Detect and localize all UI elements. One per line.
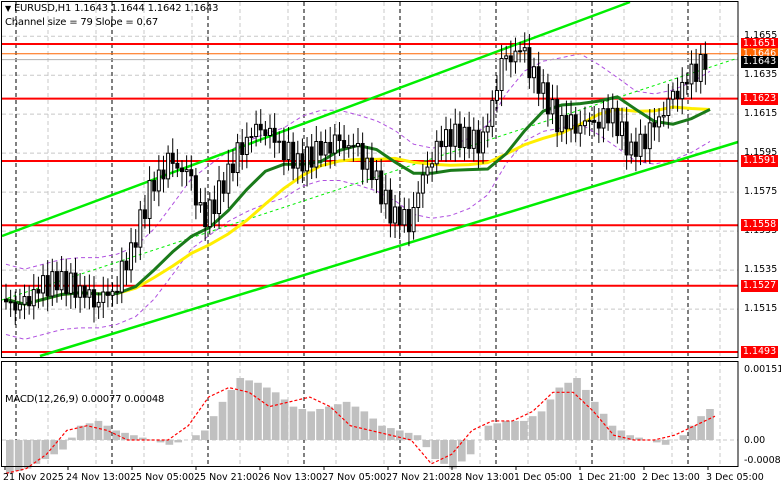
price-tick: 1.1535: [744, 264, 778, 276]
price-tick: 1.1635: [744, 69, 778, 81]
level-price-tag: 1.1527: [741, 279, 778, 292]
price-tick: 1.1595: [744, 147, 778, 159]
time-tick: 28 Nov 13:00: [450, 472, 515, 483]
time-tick: 27 Nov 21:00: [386, 472, 451, 483]
level-price-tag: 1.1651: [741, 38, 778, 50]
macd-axis-zero: 0.00: [744, 435, 766, 446]
time-tick: 24 Nov 13:00: [66, 472, 131, 483]
time-tick: 25 Nov 21:00: [194, 472, 259, 483]
collapse-triangle-icon[interactable]: ▼: [5, 4, 11, 13]
macd-axis-top: 0.00151: [744, 364, 781, 375]
macd-header: MACD(12,26,9) 0.00077 0.00048: [5, 394, 165, 405]
time-tick: 2 Dec 13:00: [642, 472, 700, 483]
candlesticks: [4, 32, 708, 325]
panel-frames: [1, 1, 739, 470]
channel-info: Channel size = 79 Slope = 0.67: [5, 17, 159, 28]
envelope-bands: [5, 53, 711, 340]
time-tick: 27 Nov 05:00: [322, 472, 387, 483]
macd-panel: [5, 378, 716, 474]
current-price-tag: 1.1643: [741, 55, 778, 68]
symbol-header: ▼ EURUSD,H1 1.1643 1.1644 1.1642 1.1643: [5, 3, 218, 14]
regression-channel: [1, 0, 739, 358]
symbol-ohlc-text: EURUSD,H1 1.1643 1.1644 1.1642 1.1643: [13, 3, 219, 14]
price-tick: 1.1515: [744, 303, 778, 315]
price-tick: 1.1575: [744, 186, 778, 198]
level-price-tag: 1.1623: [741, 92, 778, 105]
time-tick: 3 Dec 05:00: [706, 472, 764, 483]
time-tick: 25 Nov 05:00: [130, 472, 195, 483]
time-tick: 21 Nov 2025: [3, 472, 64, 483]
time-tick: 26 Nov 13:00: [258, 472, 323, 483]
macd-axis-bottom: -0.00081: [744, 455, 781, 466]
level-price-tag: 1.1558: [741, 219, 778, 232]
time-tick: 1 Dec 05:00: [514, 472, 572, 483]
time-tick: 1 Dec 21:00: [578, 472, 636, 483]
level-price-tag: 1.1591: [741, 154, 778, 167]
level-price-tag: 1.1493: [741, 346, 778, 358]
price-tick: 1.1615: [744, 108, 778, 120]
price-tick: 1.1655: [744, 30, 778, 42]
